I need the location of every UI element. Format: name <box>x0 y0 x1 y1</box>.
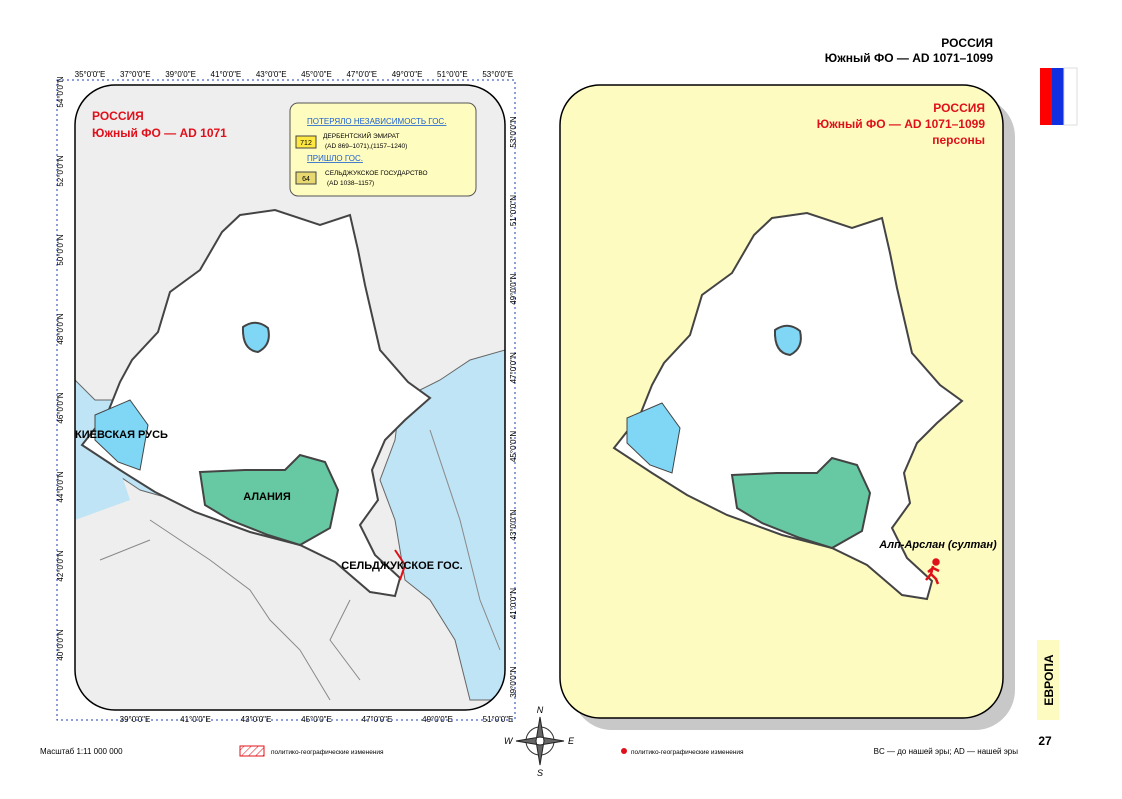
left-subtitle: Южный ФО — AD 1071 <box>92 126 227 140</box>
page-number: 27 <box>1038 734 1052 748</box>
hatch-swatch <box>239 745 265 757</box>
header-subtitle: Южный ФО — AD 1071–1099 <box>825 51 994 65</box>
coordinate-label: 37°0'0"E <box>120 70 151 79</box>
coordinate-label: 51°0'0"E <box>437 70 468 79</box>
legend-dates: (AD 869–1071),(1157–1240) <box>325 143 407 150</box>
dot-swatch <box>621 748 627 754</box>
coordinate-label: 41°0'0"E <box>180 715 211 724</box>
coordinate-label: 39°0'0"E <box>165 70 196 79</box>
flag <box>1040 67 1078 126</box>
right-caption: персоны <box>932 133 985 147</box>
legend-dates: (AD 1038–1157) <box>327 180 374 187</box>
coordinate-label: 53°0'0"E <box>482 70 513 79</box>
coordinate-label: 45°0'0"E <box>301 70 332 79</box>
legend-item: ДЕРБЕНТСКИЙ ЭМИРАТ <box>323 131 399 140</box>
right-title: РОССИЯ <box>933 101 985 115</box>
footer-legend: политико-географические изменения <box>631 749 744 756</box>
side-region: ЕВРОПА <box>1042 654 1056 705</box>
legend-badge: 712 <box>300 140 312 147</box>
compass-letter: E <box>568 736 575 746</box>
coordinate-label: 47°0'0"E <box>362 715 393 724</box>
map-label: КИЕВСКАЯ РУСЬ <box>75 429 168 441</box>
footer-note: BC — до нашей эры; AD — нашей эры <box>874 747 1019 756</box>
coordinate-label: 51°0'0"E <box>483 715 514 724</box>
right-map <box>559 84 1015 730</box>
scale: Масштаб 1:11 000 000 <box>40 747 123 756</box>
map-label: АЛАНИЯ <box>243 491 291 503</box>
coordinate-label: 39°0'0"E <box>120 715 151 724</box>
coordinate-label: 50°0'0"N <box>56 234 65 265</box>
coordinate-grid-labels: 35°0'0"E 37°0'0"E 39°0'0"E 41°0'0"E 43°0'0"E… <box>56 70 518 724</box>
coordinate-label: 39°0'0"N <box>509 666 518 697</box>
legend-heading: ПОТЕРЯЛО НЕЗАВИСИМОСТЬ ГОС. <box>307 117 446 126</box>
header-country: РОССИЯ <box>941 36 993 50</box>
coordinate-label: 43°0'0"E <box>256 70 287 79</box>
left-title: РОССИЯ <box>92 109 144 123</box>
legend-badge: 64 <box>302 176 310 183</box>
coordinate-label: 49°0'0"N <box>509 273 518 304</box>
coordinate-label: 47°0'0"E <box>346 70 377 79</box>
coordinate-label: 43°0'0"N <box>509 509 518 540</box>
person-label: Алп-Арслан (султан) <box>878 539 997 551</box>
coordinate-label: 41°0'0"E <box>211 70 242 79</box>
compass-letter: N <box>537 705 544 715</box>
coordinate-label: 51°0'0"N <box>509 195 518 226</box>
coordinate-label: 46°0'0"N <box>56 392 65 423</box>
right-subtitle: Южный ФО — AD 1071–1099 <box>817 117 986 131</box>
coordinate-label: 45°0'0"E <box>301 715 332 724</box>
coordinate-label: 35°0'0"E <box>75 70 106 79</box>
coordinate-label: 54°0'0"N <box>56 76 65 107</box>
compass-letter: W <box>504 736 514 746</box>
side-tab <box>1037 640 1059 720</box>
footer-legend: политико-географические изменения <box>271 749 384 756</box>
coordinate-label: 42°0'0"N <box>56 550 65 581</box>
coordinate-label: 41°0'0"N <box>509 588 518 619</box>
coordinate-label: 43°0'0"E <box>241 715 272 724</box>
coordinate-label: 45°0'0"N <box>509 431 518 462</box>
coordinate-label: 47°0'0"N <box>509 352 518 383</box>
compass-letter: S <box>537 768 543 778</box>
legend-item: СЕЛЬДЖУКСКОЕ ГОСУДАРСТВО <box>325 170 428 177</box>
coordinate-label: 40°0'0"N <box>56 629 65 660</box>
coordinate-label: 52°0'0"N <box>56 155 65 186</box>
legend: ПОТЕРЯЛО НЕЗАВИСИМОСТЬ ГОС. 712 ДЕРБЕНТС… <box>289 102 477 197</box>
compass: N E S W <box>504 705 575 778</box>
coordinate-label: 44°0'0"N <box>56 471 65 502</box>
coordinate-label: 49°0'0"E <box>392 70 423 79</box>
map-label: СЕЛЬДЖУКСКОЕ ГОС. <box>341 560 462 572</box>
coordinate-label: 53°0'0"N <box>509 116 518 147</box>
coordinate-label: 48°0'0"N <box>56 313 65 344</box>
coordinate-label: 49°0'0"E <box>422 715 453 724</box>
legend-heading: ПРИШЛО ГОС. <box>307 154 363 163</box>
